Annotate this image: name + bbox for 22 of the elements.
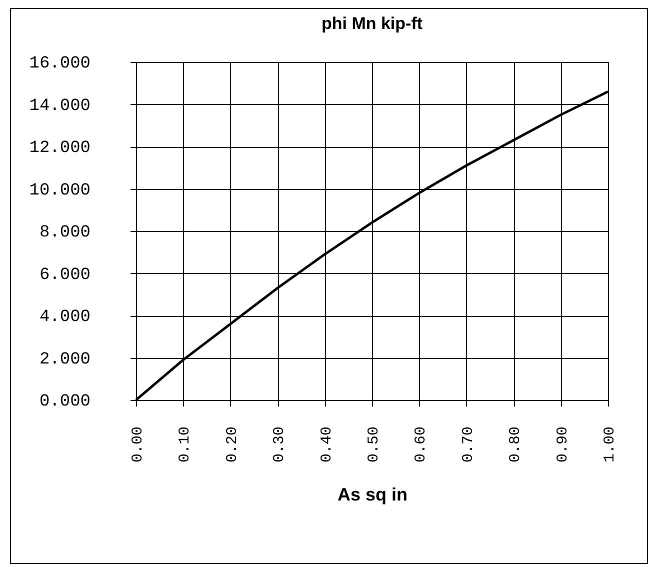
x-tick-label: 0.40 (318, 426, 336, 463)
x-tick-label: 0.70 (460, 426, 477, 463)
x-tick-label: 0.20 (224, 426, 241, 463)
x-tick-label: 1.00 (602, 426, 618, 463)
x-tick-label: 0.10 (176, 426, 194, 463)
y-tick-label: 12.000 (29, 139, 90, 158)
y-tick-label: 14.000 (29, 96, 90, 116)
x-tick-label: 0.80 (507, 426, 524, 463)
y-tick-label: 0.000 (39, 392, 90, 412)
x-tick-label: 0.30 (271, 426, 288, 463)
x-tick-label: 0.00 (130, 426, 146, 463)
y-tick-label: 6.000 (39, 266, 90, 285)
y-tick-label: 4.000 (39, 308, 90, 327)
y-tick-label: 2.000 (39, 350, 90, 370)
y-tick-label: 16.000 (29, 54, 90, 74)
x-axis-title: As sq in (337, 484, 408, 505)
x-tick-label: 0.50 (366, 426, 382, 463)
chart-title: phi Mn kip-ft (321, 14, 423, 33)
x-tick-label: 0.60 (412, 426, 430, 463)
y-tick-label: 8.000 (39, 224, 90, 242)
x-tick-label: 0.90 (554, 426, 572, 463)
y-tick-label: 10.000 (29, 181, 90, 200)
